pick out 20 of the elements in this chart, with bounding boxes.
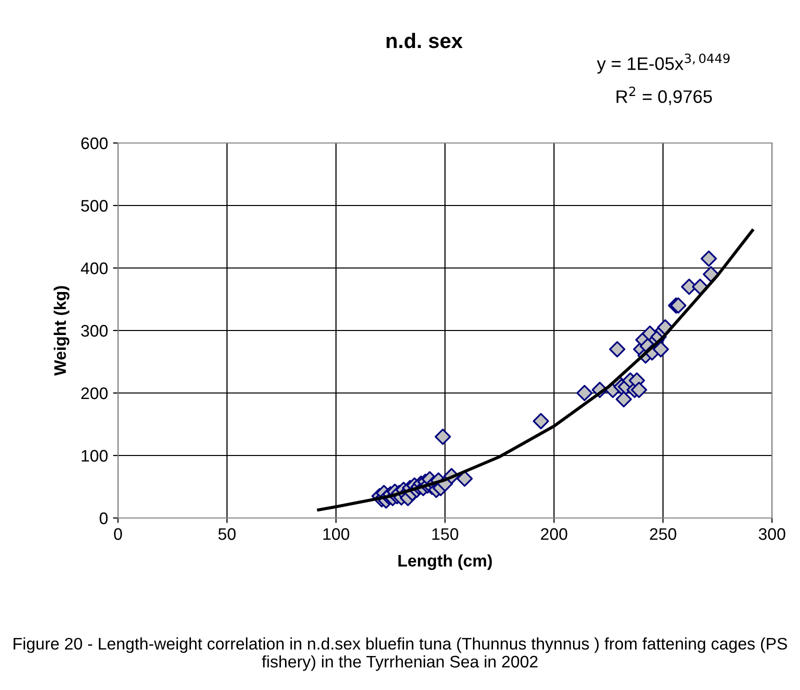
y-tick-label: 300 [81,324,108,337]
x-tick-label: 50 [218,528,236,540]
x-tick-label: 300 [758,528,786,540]
text: y = 1E-05x$^{3,0449}$ [596,54,730,74]
y-tick-label: 100 [82,450,108,462]
y-tick-label: 600 [81,137,108,150]
y-axis-title: Weight (kg) [54,286,70,376]
y-tick-label: 0 [100,512,108,524]
y-tick-label: 400 [80,262,108,274]
x-tick-label: 200 [540,528,568,540]
x-tick-label: 0 [114,528,122,540]
y-tick-label: 500 [81,200,108,212]
x-tick-label: 100 [323,528,350,540]
y-tick-label: 200 [81,387,108,400]
text: R$^{2}$ = 0,9765 [616,86,712,106]
chart-title: n.d. sex [386,32,463,48]
caption: Figure 20 - Length-weight correlation in n.d.sex bluefin tuna (Thunnus thynnus ) from fattening cages (PS fishery) in the Tyrrhenian Sea in 2002 [14,637,787,671]
x-axis-title: Length (cm) [398,554,492,570]
x-tick-label: 150 [432,528,458,540]
x-tick-label: 250 [650,528,676,540]
